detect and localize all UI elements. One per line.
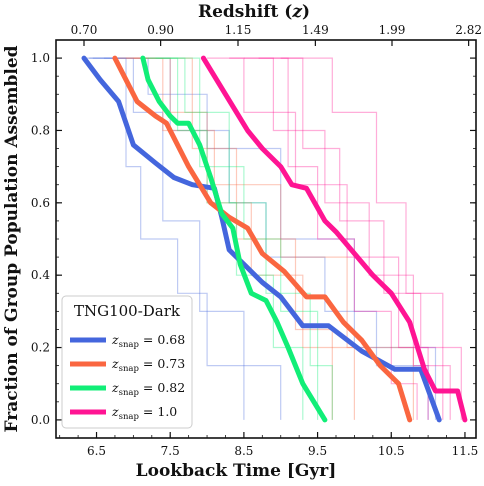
y-tick-label-5: 1.0: [31, 51, 50, 65]
y-tick-label-3: 0.6: [31, 196, 50, 210]
legend-title: TNG100-Dark: [74, 302, 181, 320]
x-tick-label-3: 9.5: [308, 444, 327, 458]
y-axis-title: Fraction of Group Population Assembled: [2, 45, 22, 432]
axes: 6.5 7.5 8.5 9.5 10.5 11.5 0.70 0.90 1.15 1.49 1.99…: [2, 2, 482, 481]
member-curve-2-2: [155, 57, 319, 420]
member-curve-2-1: [148, 57, 333, 420]
series-line-3: [200, 55, 468, 423]
series-line-1: [112, 55, 413, 423]
legend-label-sub: snap: [119, 364, 140, 374]
top-tick-label-3: 1.49: [302, 23, 329, 37]
legend-label-z: z: [111, 404, 119, 419]
y-tick-label-4: 0.8: [31, 123, 50, 137]
legend-label-2: zsnap = 0.82: [111, 380, 185, 398]
legend-label-z: z: [111, 332, 119, 347]
x-axis-title: Lookback Time [Gyr]: [136, 461, 337, 481]
legend-label-3: zsnap = 1.0: [111, 404, 177, 422]
legend-label-0: zsnap = 0.68: [111, 332, 185, 350]
top-tick-label-4: 1.99: [379, 23, 406, 37]
y-tick-label-2: 0.4: [31, 268, 50, 282]
legend-label-sub: snap: [119, 412, 140, 422]
legend-label-sub: snap: [119, 340, 140, 350]
top-axis-title-z: z: [291, 2, 302, 22]
member-curve-3-0: [207, 57, 429, 420]
legend-label-value: = 0.73: [139, 356, 185, 371]
legend-label-1: zsnap = 0.73: [111, 356, 185, 374]
y-tick-label-0: 0.0: [31, 413, 50, 427]
legend-label-value: = 1.0: [139, 404, 177, 419]
top-tick-label-5: 2.82: [455, 23, 482, 37]
legend-label-value: = 0.82: [139, 380, 185, 395]
main-curves: [81, 55, 468, 423]
member-curve-3-2: [258, 57, 462, 420]
series-line-0: [81, 55, 442, 423]
top-axis-title: Redshift (z): [198, 2, 310, 22]
y-tick-label-1: 0.2: [31, 341, 50, 355]
legend-label-z: z: [111, 380, 119, 395]
x-tick-label-5: 11.5: [452, 444, 479, 458]
top-tick-label-2: 1.15: [225, 23, 252, 37]
member-curve-0-0: [85, 57, 245, 420]
member-curve-3-3: [280, 57, 444, 420]
top-axis-title-close: ): [302, 2, 310, 22]
x-tick-label-4: 10.5: [378, 444, 405, 458]
legend-label-sub: snap: [119, 388, 140, 398]
member-curve-2-0: [144, 57, 304, 420]
legend-box: [61, 295, 193, 429]
x-tick-label-2: 8.5: [234, 444, 253, 458]
legend-label-value: = 0.68: [139, 332, 185, 347]
top-tick-label-1: 0.90: [147, 23, 174, 37]
legend-label-z: z: [111, 356, 119, 371]
member-curve-1-0: [118, 57, 355, 420]
x-tick-label-1: 7.5: [161, 444, 180, 458]
top-tick-label-0: 0.70: [71, 23, 98, 37]
top-axis-title-text: Redshift (: [198, 2, 292, 22]
series-line-2: [140, 55, 328, 423]
x-tick-label-0: 6.5: [87, 444, 106, 458]
